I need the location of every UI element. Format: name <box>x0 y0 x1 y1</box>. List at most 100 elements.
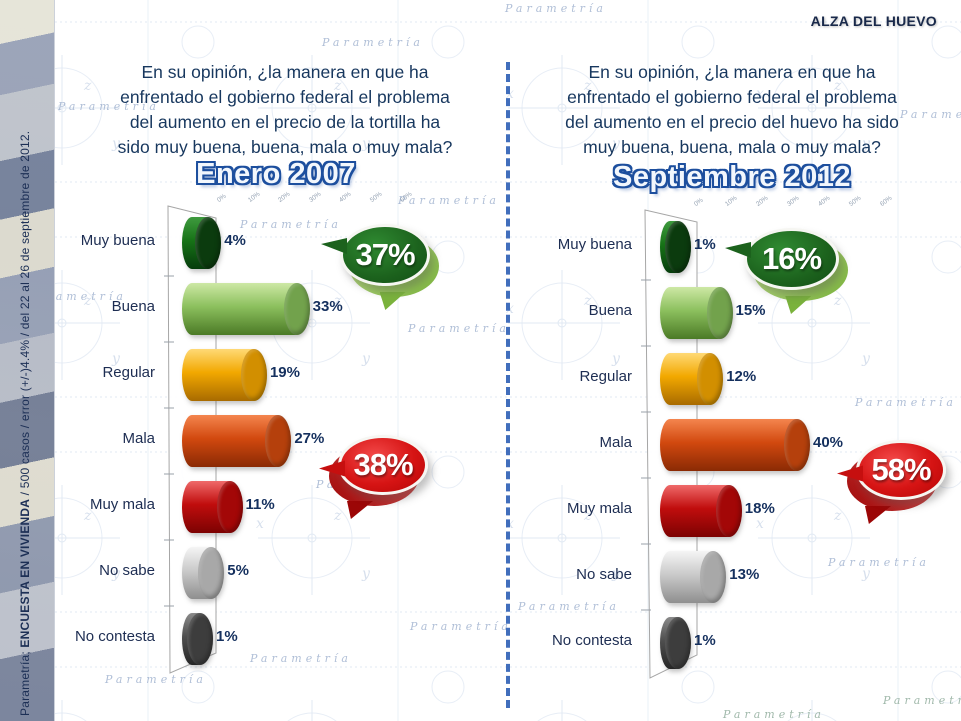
bar-end-cap <box>187 613 213 665</box>
callout-bubble-positive-2012: 16% <box>744 228 848 301</box>
source-note-prefix: Parametría; <box>18 647 32 716</box>
category-label: Muy mala <box>566 500 632 517</box>
question-line: enfrentado el gobierno federal el proble… <box>567 87 897 107</box>
value-label: 4% <box>224 232 246 249</box>
bar-mala <box>182 415 292 467</box>
watermark-text: Parametría <box>250 652 352 665</box>
bar-regular <box>660 353 724 405</box>
question-line: muy buena, buena, mala o muy mala? <box>583 137 881 157</box>
bar-end-cap <box>784 419 810 471</box>
category-label: No sabe <box>99 562 155 579</box>
category-label: Buena <box>111 298 155 315</box>
watermark-text: Parametría <box>883 694 961 707</box>
category-label: Mala <box>122 430 155 447</box>
category-label: No sabe <box>576 566 632 583</box>
speech-bubble-icon: 37% <box>340 224 430 286</box>
speech-bubble-icon: 58% <box>856 440 946 500</box>
bar-end-cap <box>265 415 292 467</box>
bar-end-cap <box>700 551 727 603</box>
bar-no-sabe <box>660 551 727 603</box>
watermark-text: Parametría <box>855 396 957 409</box>
watermark-text: Parametría <box>322 36 424 49</box>
bar-no-contesta <box>660 617 691 669</box>
value-label: 11% <box>245 496 275 513</box>
speech-bubble-icon: 38% <box>338 435 428 495</box>
category-label: Regular <box>102 364 155 381</box>
question-line: del aumento en el precio de la tortilla … <box>129 112 441 132</box>
value-label: 1% <box>694 632 716 649</box>
value-label: 13% <box>729 566 760 583</box>
value-label: 5% <box>227 562 249 579</box>
bar-end-cap <box>195 217 222 269</box>
callout-value: 58% <box>871 452 931 487</box>
bar-no-sabe <box>182 547 225 599</box>
callout-value: 16% <box>761 241 822 276</box>
bar-end-cap <box>706 287 733 339</box>
category-label: Muy buena <box>80 232 155 249</box>
value-label: 12% <box>726 368 757 385</box>
category-label: Muy buena <box>557 236 632 253</box>
value-label: 15% <box>735 302 766 319</box>
question-2007: En su opinión, ¿la manera en que ha enfr… <box>75 60 495 160</box>
source-note-suffix: / 500 casos / error (+/-)4.4% / del 22 a… <box>18 130 32 499</box>
value-label: 1% <box>694 236 716 253</box>
value-label: 19% <box>269 364 300 381</box>
value-label: 27% <box>294 430 325 447</box>
bar-end-cap <box>715 485 742 537</box>
bar-muy-buena <box>182 217 222 269</box>
watermark-text: Parametría <box>410 620 512 633</box>
category-label: Buena <box>588 302 632 319</box>
source-note: Parametría; ENCUESTA EN VIVIENDA / 500 c… <box>18 14 32 716</box>
watermark-text: Parametría <box>58 100 160 113</box>
bar-end-cap <box>697 353 724 405</box>
watermark-text: Parametría <box>723 708 825 721</box>
question-line: En su opinión, ¿la manera en que ha <box>141 62 429 82</box>
watermark-text: Parametría <box>505 2 607 15</box>
callout-value: 37% <box>355 237 415 272</box>
callout-bubble-negative-2012: 58% <box>847 440 946 511</box>
value-label: 18% <box>744 500 775 517</box>
source-note-emphasis: ENCUESTA EN VIVIENDA <box>18 498 32 648</box>
bar-end-cap <box>283 283 310 335</box>
chart-title-enero-2007: Enero 2007 <box>196 158 356 190</box>
speech-bubble-icon: 16% <box>744 228 839 290</box>
vertical-divider <box>506 62 510 708</box>
value-label: 1% <box>216 628 238 645</box>
watermark-text: Parametría <box>105 673 207 686</box>
bar-no-contesta <box>182 613 213 665</box>
bar-mala <box>660 419 810 471</box>
watermark-text: Parametría <box>828 556 930 569</box>
bar-end-cap <box>240 349 267 401</box>
category-label: No contesta <box>74 628 155 645</box>
watermark-text: Parametría <box>900 108 961 121</box>
bar-muy-mala <box>660 485 742 537</box>
question-line: enfrentado el gobierno federal el proble… <box>120 87 450 107</box>
question-line: En su opinión, ¿la manera en que ha <box>588 62 876 82</box>
callout-value: 38% <box>353 447 413 482</box>
watercolor-strip <box>0 0 55 721</box>
bar-muy-mala <box>182 481 243 533</box>
callout-bubble-negative-2007: 38% <box>329 435 428 506</box>
bar-end-cap <box>216 481 243 533</box>
watermark-text: Parametría <box>408 322 510 335</box>
bar-muy-buena <box>660 221 691 273</box>
slide-header-title: ALZA DEL HUEVO <box>810 13 937 29</box>
bar-buena <box>660 287 733 339</box>
bar-buena <box>182 283 310 335</box>
question-2012: En su opinión, ¿la manera en que ha enfr… <box>512 60 952 160</box>
bar-end-cap <box>665 617 691 669</box>
bar-end-cap <box>665 221 691 273</box>
watermark-text: Parametría <box>518 600 620 613</box>
question-line: del aumento en el precio del huevo ha si… <box>565 112 899 132</box>
category-label: Regular <box>579 368 632 385</box>
category-label: Mala <box>599 434 632 451</box>
callout-bubble-positive-2007: 37% <box>340 224 439 297</box>
watermark-text: Parametría <box>240 218 342 231</box>
category-label: Muy mala <box>89 496 155 513</box>
question-line: sido muy buena, buena, mala o muy mala? <box>117 137 453 157</box>
category-label: No contesta <box>551 632 632 649</box>
value-label: 33% <box>312 298 343 315</box>
bar-regular <box>182 349 267 401</box>
